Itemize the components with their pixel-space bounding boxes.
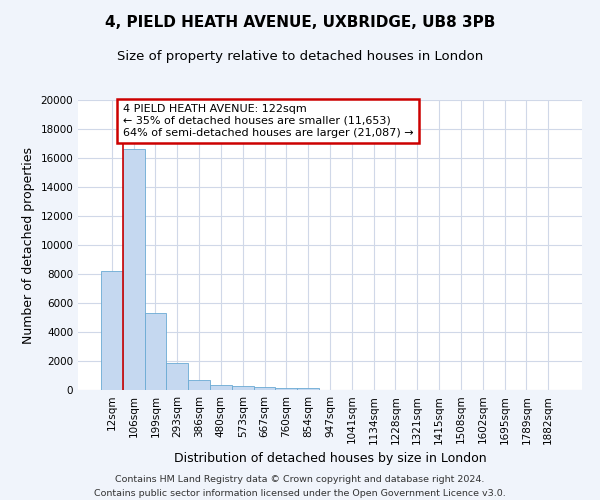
Bar	[145, 313, 166, 390]
Text: 4 PIELD HEATH AVENUE: 122sqm
← 35% of detached houses are smaller (11,653)
64% o: 4 PIELD HEATH AVENUE: 122sqm ← 35% of de…	[123, 104, 413, 138]
Bar	[123, 150, 145, 390]
Bar	[254, 387, 275, 390]
Text: Contains HM Land Registry data © Crown copyright and database right 2024.
Contai: Contains HM Land Registry data © Crown c…	[94, 476, 506, 498]
Text: Size of property relative to detached houses in London: Size of property relative to detached ho…	[117, 50, 483, 63]
Bar	[188, 380, 210, 390]
Bar	[275, 388, 297, 390]
Text: 4, PIELD HEATH AVENUE, UXBRIDGE, UB8 3PB: 4, PIELD HEATH AVENUE, UXBRIDGE, UB8 3PB	[105, 15, 495, 30]
X-axis label: Distribution of detached houses by size in London: Distribution of detached houses by size …	[173, 452, 487, 465]
Bar	[297, 388, 319, 390]
Bar	[166, 363, 188, 390]
Bar	[101, 271, 123, 390]
Bar	[210, 385, 232, 390]
Bar	[232, 386, 254, 390]
Y-axis label: Number of detached properties: Number of detached properties	[22, 146, 35, 344]
